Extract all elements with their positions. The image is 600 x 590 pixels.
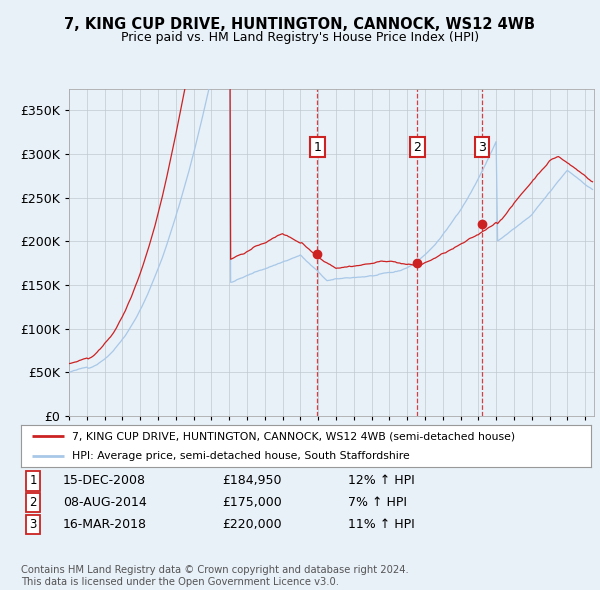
Text: £184,950: £184,950 [222, 474, 281, 487]
Text: Price paid vs. HM Land Registry's House Price Index (HPI): Price paid vs. HM Land Registry's House … [121, 31, 479, 44]
Text: 2: 2 [29, 496, 37, 509]
Text: 7, KING CUP DRIVE, HUNTINGTON, CANNOCK, WS12 4WB: 7, KING CUP DRIVE, HUNTINGTON, CANNOCK, … [65, 17, 536, 31]
Text: 3: 3 [478, 140, 486, 153]
Text: 1: 1 [29, 474, 37, 487]
Text: 16-MAR-2018: 16-MAR-2018 [63, 518, 147, 531]
Text: 15-DEC-2008: 15-DEC-2008 [63, 474, 146, 487]
Text: £220,000: £220,000 [222, 518, 281, 531]
Text: 3: 3 [29, 518, 37, 531]
Text: 1: 1 [314, 140, 322, 153]
Text: 2: 2 [413, 140, 421, 153]
Text: 12% ↑ HPI: 12% ↑ HPI [348, 474, 415, 487]
Text: 7, KING CUP DRIVE, HUNTINGTON, CANNOCK, WS12 4WB (semi-detached house): 7, KING CUP DRIVE, HUNTINGTON, CANNOCK, … [73, 431, 515, 441]
Text: HPI: Average price, semi-detached house, South Staffordshire: HPI: Average price, semi-detached house,… [73, 451, 410, 461]
Text: Contains HM Land Registry data © Crown copyright and database right 2024.
This d: Contains HM Land Registry data © Crown c… [21, 565, 409, 587]
Text: 11% ↑ HPI: 11% ↑ HPI [348, 518, 415, 531]
Text: 7% ↑ HPI: 7% ↑ HPI [348, 496, 407, 509]
Text: £175,000: £175,000 [222, 496, 282, 509]
Text: 08-AUG-2014: 08-AUG-2014 [63, 496, 147, 509]
